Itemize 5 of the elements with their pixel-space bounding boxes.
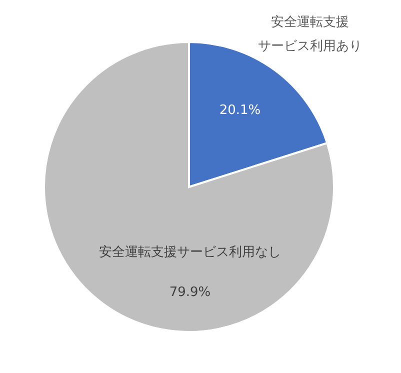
slice-label: 安全運転支援サービス利用なし: [99, 244, 281, 260]
data-label: 20.1%: [219, 103, 261, 118]
pie-slice: [43, 41, 335, 333]
data-label: 79.9%: [169, 285, 211, 300]
slice-label: 安全運転支援サービス利用あり: [258, 14, 362, 54]
